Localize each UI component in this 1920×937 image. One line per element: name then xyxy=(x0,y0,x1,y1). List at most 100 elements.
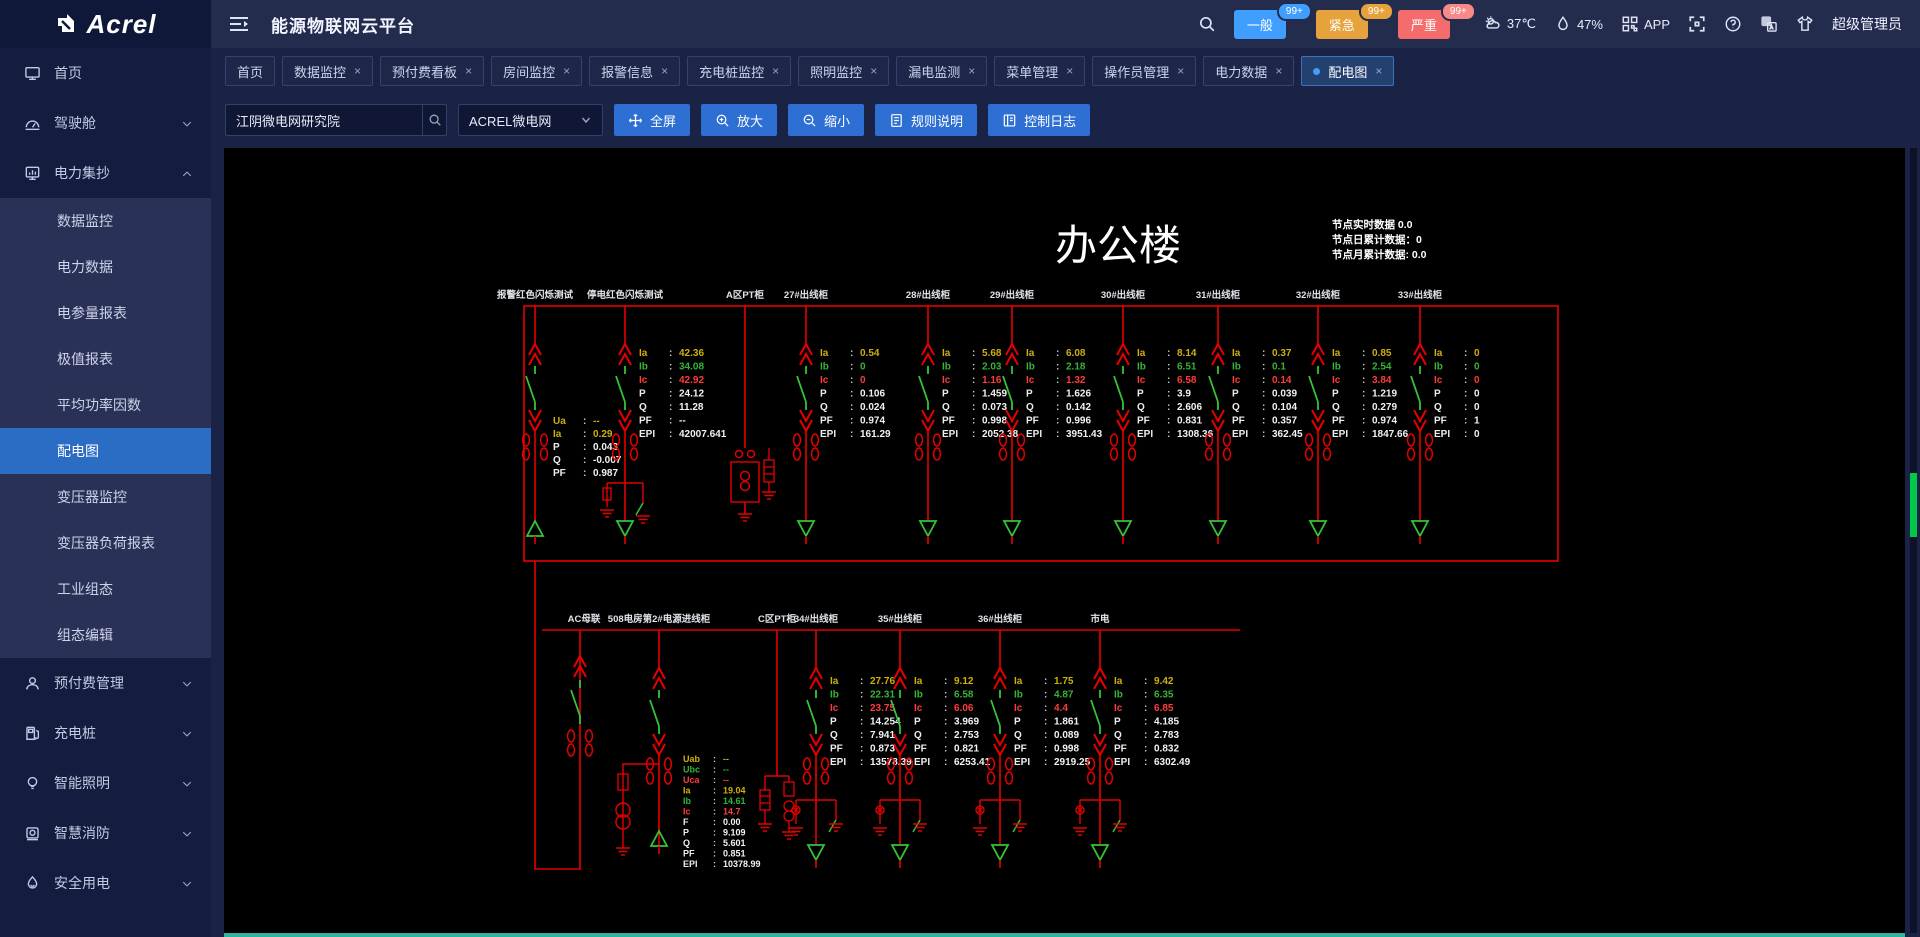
svg-text:0.00: 0.00 xyxy=(723,817,741,827)
sidebar-item-3[interactable]: 预付费管理 xyxy=(0,658,211,708)
svg-text::: : xyxy=(1362,416,1365,427)
tab-close-icon[interactable]: × xyxy=(661,64,669,78)
svg-text::: : xyxy=(1056,389,1059,400)
search-icon[interactable] xyxy=(1198,15,1216,33)
svg-text::: : xyxy=(1144,717,1147,728)
feeder-top-5[interactable]: 29#出线柜Ia:6.08Ib:2.18Ic:1.32P:1.626Q:0.14… xyxy=(990,289,1103,544)
sidebar-subitem-2-8[interactable]: 工业组态 xyxy=(0,566,211,612)
station-search-icon[interactable] xyxy=(422,105,446,135)
svg-text::: : xyxy=(1464,416,1467,427)
tab-10[interactable]: 电力数据 × xyxy=(1203,56,1295,86)
feeder-bottom-3[interactable]: 34#出线柜Ia:27.76Ib:22.31Ic:23.75P:14.254Q:… xyxy=(789,613,912,868)
svg-text:0: 0 xyxy=(860,362,866,373)
tab-close-icon[interactable]: × xyxy=(870,64,878,78)
sidebar-item-2[interactable]: 电力集抄 xyxy=(0,148,211,198)
sidebar-item-0[interactable]: 首页 xyxy=(0,48,211,98)
svg-text:P: P xyxy=(553,442,560,453)
vertical-scrollbar-thumb[interactable] xyxy=(1910,473,1917,537)
svg-text:P: P xyxy=(830,717,837,728)
tab-11[interactable]: 配电图 × xyxy=(1301,56,1395,86)
tab-1[interactable]: 数据监控 × xyxy=(282,56,374,86)
tab-close-icon[interactable]: × xyxy=(1066,64,1074,78)
feeder-bottom-4[interactable]: 35#出线柜Ia:9.12Ib:6.58Ic:6.06P:3.969Q:2.75… xyxy=(873,613,991,868)
tab-2[interactable]: 预付费看板 × xyxy=(380,56,485,86)
chevron-up-icon xyxy=(181,167,193,179)
feeder-top-1[interactable]: 停电红色闪烁测试Ia:42.36Ib:34.08Ic:42.92P:24.12Q… xyxy=(587,289,727,544)
tab-7[interactable]: 漏电监测 × xyxy=(896,56,988,86)
fullscreen-icon[interactable] xyxy=(1688,15,1706,33)
collapse-menu-icon[interactable] xyxy=(229,16,249,32)
tab-close-icon[interactable]: × xyxy=(1375,64,1383,78)
tab-5[interactable]: 充电桩监控 × xyxy=(687,56,792,86)
toolbar-button-0[interactable]: 全屏 xyxy=(614,104,691,136)
svg-text:Ib: Ib xyxy=(820,362,829,373)
tab-3[interactable]: 房间监控 × xyxy=(491,56,583,86)
toolbar-button-4[interactable]: 控制日志 xyxy=(988,104,1091,136)
sidebar-subitem-2-0[interactable]: 数据监控 xyxy=(0,198,211,244)
toolbar-button-2[interactable]: 缩小 xyxy=(788,104,865,136)
svg-text::: : xyxy=(583,416,586,427)
svg-text::: : xyxy=(583,429,586,440)
header-right: 一般 99+ 紧急 99+ 严重 99+ 37℃ 47% APP xyxy=(1198,1,1902,39)
alarm-badge-1[interactable]: 紧急 99+ xyxy=(1315,1,1394,39)
app-download[interactable]: APP xyxy=(1621,15,1670,33)
feeder-top-3[interactable]: 27#出线柜Ia:0.54Ib:0Ic:0P:0.106Q:0.024PF:0.… xyxy=(784,289,891,544)
svg-text::: : xyxy=(1362,389,1365,400)
help-icon[interactable] xyxy=(1724,15,1742,33)
feeder-top-6[interactable]: 30#出线柜Ia:8.14Ib:6.51Ic:6.58P:3.9Q:2.606P… xyxy=(1101,289,1214,544)
tab-close-icon[interactable]: × xyxy=(465,64,473,78)
horizontal-scrollbar[interactable] xyxy=(224,933,1905,937)
alarm-badge-0[interactable]: 一般 99+ xyxy=(1233,1,1312,39)
station-search-input[interactable] xyxy=(226,112,422,128)
feeder-bottom-5[interactable]: 36#出线柜Ia:1.75Ib:4.87Ic:4.4P:1.861Q:0.089… xyxy=(973,613,1091,868)
tab-close-icon[interactable]: × xyxy=(563,64,571,78)
alarm-badge-2[interactable]: 严重 99+ xyxy=(1397,1,1476,39)
tab-8[interactable]: 菜单管理 × xyxy=(994,56,1086,86)
tab-close-icon[interactable]: × xyxy=(772,64,780,78)
sidebar-subitem-2-3[interactable]: 极值报表 xyxy=(0,336,211,382)
sidebar-subitem-2-1[interactable]: 电力数据 xyxy=(0,244,211,290)
sidebar-item-1[interactable]: 驾驶舱 xyxy=(0,98,211,148)
microgrid-select[interactable]: ACREL微电网 xyxy=(458,104,603,136)
svg-text:PF: PF xyxy=(639,416,652,427)
current-user[interactable]: 超级管理员 xyxy=(1832,16,1902,32)
tab-9[interactable]: 操作员管理 × xyxy=(1092,56,1197,86)
tab-close-icon[interactable]: × xyxy=(968,64,976,78)
chevron-down-icon xyxy=(580,114,592,126)
sidebar-subitem-2-4[interactable]: 平均功率因数 xyxy=(0,382,211,428)
language-icon[interactable] xyxy=(1760,15,1778,33)
sidebar-item-5[interactable]: 智能照明 xyxy=(0,758,211,808)
svg-text:Q: Q xyxy=(1434,402,1442,413)
tab-0[interactable]: 首页 xyxy=(225,56,276,86)
tab-6[interactable]: 照明监控 × xyxy=(798,56,890,86)
feeder-bottom-2[interactable]: C区PT柜 xyxy=(758,613,797,840)
tab-close-icon[interactable]: × xyxy=(1177,64,1185,78)
feeder-bottom-0[interactable]: AC母联 xyxy=(534,561,601,870)
feeder-top-7[interactable]: 31#出线柜Ia:0.37Ib:0.1Ic:0.14P:0.039Q:0.104… xyxy=(1196,289,1303,544)
sidebar-item-7[interactable]: 安全用电 xyxy=(0,858,211,908)
toolbar-button-3[interactable]: 规则说明 xyxy=(875,104,978,136)
sidebar-subitem-2-5[interactable]: 配电图 xyxy=(0,428,211,474)
svg-text::: : xyxy=(972,348,975,359)
feeder-bottom-6[interactable]: 市电Ia:9.42Ib:6.35Ic:6.85P:4.185Q:2.783PF:… xyxy=(1073,613,1191,868)
sidebar-subitem-2-2[interactable]: 电参量报表 xyxy=(0,290,211,336)
feeder-top-8[interactable]: 32#出线柜Ia:0.85Ib:2.54Ic:3.84P:1.219Q:0.27… xyxy=(1296,289,1409,544)
sidebar-subitem-2-7[interactable]: 变压器负荷报表 xyxy=(0,520,211,566)
toolbar-button-1[interactable]: 放大 xyxy=(701,104,778,136)
sidebar-subitem-2-6[interactable]: 变压器监控 xyxy=(0,474,211,520)
svg-text:Ic: Ic xyxy=(1014,703,1023,714)
tab-4[interactable]: 报警信息 × xyxy=(589,56,681,86)
active-tab-dot xyxy=(1313,67,1321,75)
tab-close-icon[interactable]: × xyxy=(354,64,362,78)
svg-text:Ia: Ia xyxy=(639,348,648,359)
feeder-top-2[interactable]: A区PT柜 xyxy=(726,289,776,522)
theme-icon[interactable] xyxy=(1796,15,1814,33)
sidebar-subitem-2-9[interactable]: 组态编辑 xyxy=(0,612,211,658)
feeder-top-4[interactable]: 28#出线柜Ia:5.68Ib:2.03Ic:1.16P:1.459Q:0.07… xyxy=(906,289,1019,544)
sidebar-item-6[interactable]: 智慧消防 xyxy=(0,808,211,858)
sidebar-item-4[interactable]: 充电桩 xyxy=(0,708,211,758)
tab-close-icon[interactable]: × xyxy=(1275,64,1283,78)
